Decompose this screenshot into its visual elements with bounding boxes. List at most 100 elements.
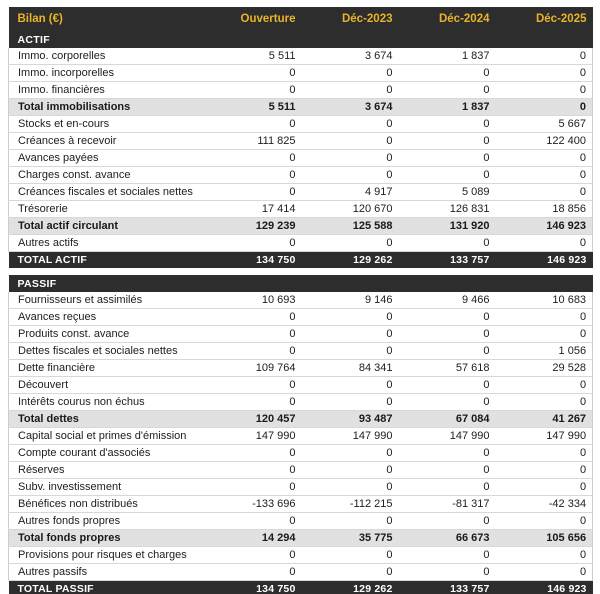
cell-value: 0	[495, 512, 594, 530]
cell-value: 84 341	[301, 359, 399, 377]
cell-value: 0	[301, 166, 399, 184]
cell-value: 0	[495, 166, 593, 184]
cell-value: -133 696	[204, 495, 302, 513]
cell-value: 0	[495, 376, 594, 394]
table-row: Charges const. avance 0 0 0 0	[8, 166, 593, 184]
cell-value: 0	[204, 393, 302, 411]
cell-value: 0	[495, 64, 593, 82]
bilan-table-passif: PASSIF Fournisseurs et assimilés 10 693 9 1…	[8, 275, 594, 594]
row-label: Bénéfices non distribués	[8, 495, 205, 513]
section-header-passif: PASSIF	[8, 275, 593, 292]
row-label: TOTAL ACTIF	[8, 251, 205, 268]
cell-value: 57 618	[398, 359, 496, 377]
row-label: Autres fonds propres	[8, 512, 205, 530]
table-row: Autres actifs 0 0 0 0	[8, 234, 593, 252]
cell-value: 0	[301, 376, 399, 394]
table-row: Réserves 0 0 0 0	[8, 461, 594, 479]
cell-value: 0	[398, 461, 496, 479]
cell-value: 5 511	[204, 98, 302, 116]
cell-value: 126 831	[398, 200, 496, 218]
section-header-label: PASSIF	[8, 275, 593, 292]
cell-value: 0	[398, 115, 496, 133]
cell-value: 10 683	[495, 292, 594, 309]
cell-value: 0	[398, 563, 496, 581]
cell-value: 0	[398, 308, 496, 326]
cell-value: 129 262	[301, 251, 399, 268]
cell-value: 35 775	[301, 529, 399, 547]
table-row: Total actif circulant 129 239 125 588 131 9…	[8, 217, 593, 235]
cell-value: 0	[495, 444, 594, 462]
cell-value: 1 837	[398, 98, 496, 116]
cell-value: 3 674	[301, 48, 399, 65]
cell-value: 0	[495, 48, 593, 65]
cell-value: 133 757	[398, 251, 496, 268]
cell-value: 17 414	[204, 200, 302, 218]
cell-value: 0	[204, 149, 302, 167]
cell-value: 0	[495, 308, 594, 326]
row-label: Trésorerie	[8, 200, 205, 218]
table-row: Créances fiscales et sociales nettes 0 4 9…	[8, 183, 593, 201]
cell-value: 0	[398, 444, 496, 462]
cell-value: 0	[204, 563, 302, 581]
column-header-ouverture: Ouverture	[204, 7, 302, 31]
cell-value: 5 089	[398, 183, 496, 201]
row-label: Immo. financières	[8, 81, 205, 99]
column-header-dec-2023: Déc-2023	[301, 7, 399, 31]
cell-value: 0	[204, 64, 302, 82]
row-label: Fournisseurs et assimilés	[8, 292, 205, 309]
cell-value: 109 764	[204, 359, 302, 377]
cell-value: 0	[204, 234, 302, 252]
cell-value: 0	[301, 563, 399, 581]
row-label: Autres passifs	[8, 563, 205, 581]
row-label: Créances fiscales et sociales nettes	[8, 183, 205, 201]
cell-value: 0	[398, 325, 496, 343]
row-label: Stocks et en-cours	[8, 115, 205, 133]
row-label: Avances payées	[8, 149, 205, 167]
table-row: Autres passifs 0 0 0 0	[8, 563, 594, 581]
cell-value: 0	[204, 444, 302, 462]
table-row: Total immobilisations 5 511 3 674 1 837 0	[8, 98, 593, 116]
column-header-dec-2024: Déc-2024	[398, 7, 496, 31]
cell-value: 0	[301, 149, 399, 167]
cell-value: 0	[204, 325, 302, 343]
table-row: Avances reçues 0 0 0 0	[8, 308, 594, 326]
cell-value: 67 084	[398, 410, 496, 428]
cell-value: 0	[398, 342, 496, 360]
cell-value: 131 920	[398, 217, 496, 235]
row-label: Créances à recevoir	[8, 132, 205, 150]
cell-value: 146 923	[495, 580, 593, 594]
table-row: Fournisseurs et assimilés 10 693 9 146 9 46…	[8, 292, 594, 309]
cell-value: 133 757	[398, 580, 496, 594]
row-label: Produits const. avance	[8, 325, 205, 343]
cell-value: 0	[301, 546, 399, 564]
row-label: Dette financière	[8, 359, 205, 377]
table-row: Bénéfices non distribués -133 696 -112 215…	[8, 495, 594, 513]
table-row: Avances payées 0 0 0 0	[8, 149, 593, 167]
row-label: Réserves	[8, 461, 205, 479]
cell-value: 0	[495, 98, 593, 116]
table-row: Intérêts courus non échus 0 0 0 0	[8, 393, 594, 411]
table-row: Dettes fiscales et sociales nettes 0 0 0 1 0…	[8, 342, 594, 360]
cell-value: 0	[495, 81, 593, 99]
cell-value: 0	[495, 234, 593, 252]
row-label: Total fonds propres	[8, 529, 205, 547]
cell-value: 5 511	[204, 48, 302, 65]
table-row: TOTAL ACTIF 134 750 129 262 133 757 146 923	[8, 251, 593, 268]
row-label: Total dettes	[8, 410, 205, 428]
cell-value: 0	[204, 512, 302, 530]
table-row: Capital social et primes d'émission 147 9…	[8, 427, 594, 445]
cell-value: 9 466	[398, 292, 496, 309]
cell-value: 0	[495, 563, 594, 581]
row-label: Autres actifs	[8, 234, 205, 252]
table-row: Découvert 0 0 0 0	[8, 376, 594, 394]
cell-value: 14 294	[204, 529, 302, 547]
cell-value: 3 674	[301, 98, 399, 116]
cell-value: 105 656	[495, 529, 594, 547]
row-label: Intérêts courus non échus	[8, 393, 205, 411]
cell-value: 0	[301, 308, 399, 326]
cell-value: 1 837	[398, 48, 496, 65]
table-row: Stocks et en-cours 0 0 0 5 667	[8, 115, 593, 133]
cell-value: 0	[301, 393, 399, 411]
cell-value: 0	[398, 376, 496, 394]
section-header-actif: ACTIF	[8, 31, 593, 48]
